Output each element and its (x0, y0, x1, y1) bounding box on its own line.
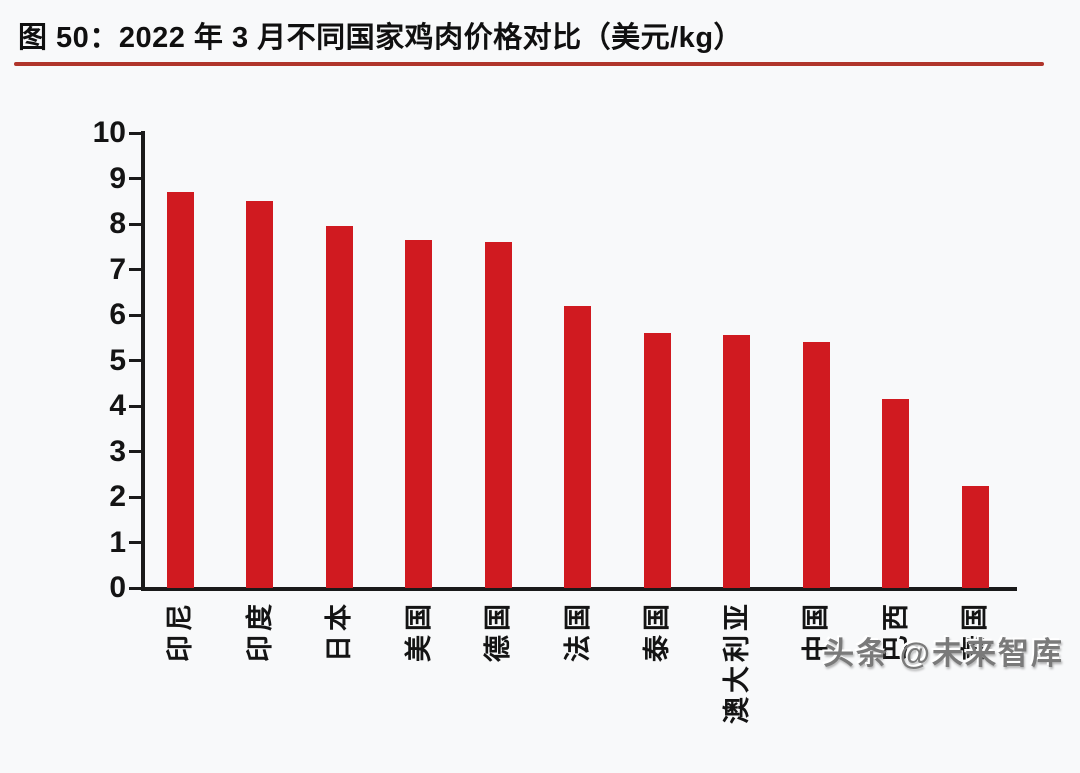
bar-印度-1 (246, 201, 273, 588)
bar-泰国-6 (643, 333, 671, 588)
y-tick-mark-8 (129, 222, 142, 226)
title-underline-rule (14, 62, 1044, 66)
y-tick-label-7: 7 (109, 252, 126, 286)
bar-德国-4 (484, 242, 512, 588)
x-category-label-泰国-6: 泰国 (642, 600, 672, 662)
bar-印尼-0 (166, 192, 194, 588)
bar-日本-2 (325, 226, 353, 588)
bar-法国-5 (564, 305, 591, 588)
x-category-label-美国-3: 美国 (403, 600, 434, 662)
y-tick-mark-4 (129, 404, 142, 408)
y-tick-label-9: 9 (109, 161, 126, 195)
x-category-label-印尼-0: 印尼 (165, 600, 195, 662)
y-tick-mark-7 (129, 268, 142, 271)
y-tick-label-1: 1 (109, 525, 126, 559)
y-tick-mark-9 (129, 177, 142, 180)
bar-chart: 0 1 2 3 4 5 6 7 8 9 10 印尼 印度 日本 美国 德国 法国 泰国 澳大利亚 中国 巴西 泰国 (0, 90, 1080, 740)
y-tick-label-5: 5 (109, 343, 126, 377)
y-tick-mark-6 (129, 313, 142, 317)
x-category-label-澳大利亚-7: 澳大利亚 (721, 600, 752, 724)
bar-泰国-10 (961, 485, 989, 588)
bar-澳大利亚-7 (723, 335, 750, 588)
y-tick-mark-1 (129, 541, 142, 544)
y-tick-label-8: 8 (109, 207, 126, 240)
y-tick-label-6: 6 (109, 298, 126, 331)
x-category-label-印度-1: 印度 (244, 600, 275, 662)
y-axis-line (141, 131, 145, 591)
y-tick-mark-10 (129, 131, 142, 135)
x-category-label-日本-2: 日本 (324, 600, 354, 662)
x-category-label-德国-4: 德国 (483, 600, 513, 662)
y-tick-mark-3 (129, 450, 142, 453)
bar-巴西-9 (882, 399, 909, 588)
y-tick-mark-5 (129, 359, 142, 362)
y-tick-label-10: 10 (92, 116, 126, 149)
figure-title: 图 50：2022 年 3 月不同国家鸡肉价格对比（美元/kg） (18, 22, 744, 54)
y-tick-label-2: 2 (109, 480, 126, 513)
y-tick-label-3: 3 (109, 434, 126, 468)
y-tick-mark-2 (129, 495, 142, 499)
x-category-label-法国-5: 法国 (562, 600, 593, 662)
x-axis-line (141, 587, 1017, 591)
y-tick-label-0: 0 (109, 571, 126, 604)
y-tick-mark-0 (129, 586, 142, 590)
plot-area (143, 133, 1017, 588)
y-tick-label-4: 4 (109, 389, 126, 422)
bar-美国-3 (405, 239, 432, 588)
bar-中国-8 (802, 342, 830, 588)
watermark-toutiao-future-thinktank: 头条 @未来智库 (823, 636, 1064, 671)
